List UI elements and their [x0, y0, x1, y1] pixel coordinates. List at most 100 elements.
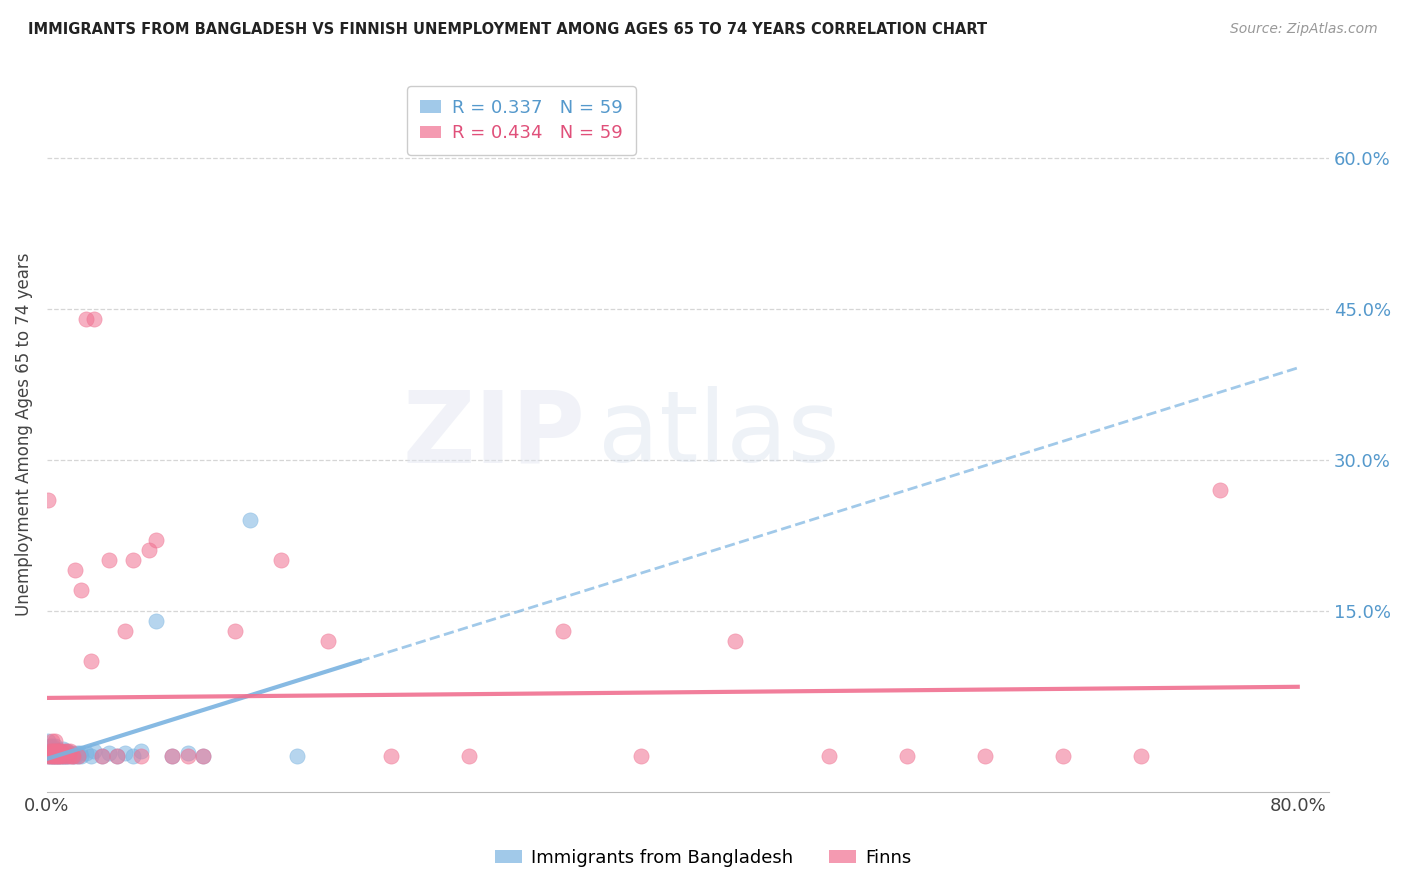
Point — [69, 747, 91, 761]
Point — [45, 742, 67, 756]
Point — [55, 744, 77, 758]
Point — [114, 624, 136, 638]
Point — [974, 749, 997, 764]
Point — [75, 747, 97, 761]
Point — [60, 749, 83, 764]
Point — [65, 747, 87, 761]
Point — [122, 553, 145, 567]
Point — [37, 492, 59, 507]
Point — [1130, 749, 1153, 764]
Point — [37, 749, 59, 764]
Point — [98, 553, 121, 567]
Point — [46, 744, 69, 758]
Point — [70, 749, 93, 764]
Point — [49, 749, 72, 764]
Point — [59, 749, 82, 764]
Point — [41, 739, 63, 754]
Point — [98, 747, 121, 761]
Point — [59, 744, 82, 758]
Point — [193, 749, 215, 764]
Legend: R = 0.337   N = 59, R = 0.434   N = 59: R = 0.337 N = 59, R = 0.434 N = 59 — [406, 87, 636, 155]
Point — [42, 749, 65, 764]
Point — [62, 749, 84, 764]
Point — [239, 513, 262, 527]
Point — [48, 744, 70, 758]
Point — [145, 533, 167, 548]
Point — [39, 749, 62, 764]
Point — [896, 749, 918, 764]
Point — [724, 633, 747, 648]
Point — [58, 749, 80, 764]
Legend: Immigrants from Bangladesh, Finns: Immigrants from Bangladesh, Finns — [488, 842, 918, 874]
Point — [63, 563, 86, 577]
Point — [45, 747, 67, 761]
Point — [41, 734, 63, 748]
Point — [380, 749, 402, 764]
Point — [41, 749, 63, 764]
Text: Source: ZipAtlas.com: Source: ZipAtlas.com — [1230, 22, 1378, 37]
Point — [51, 749, 73, 764]
Point — [44, 749, 66, 764]
Point — [193, 749, 215, 764]
Text: ZIP: ZIP — [402, 386, 585, 483]
Point — [37, 744, 59, 758]
Point — [41, 749, 63, 764]
Point — [51, 747, 73, 761]
Point — [83, 744, 105, 758]
Point — [176, 747, 198, 761]
Point — [37, 734, 59, 748]
Point — [138, 543, 160, 558]
Point — [160, 749, 183, 764]
Point — [145, 614, 167, 628]
Point — [285, 749, 308, 764]
Point — [41, 747, 63, 762]
Point — [46, 747, 69, 761]
Point — [105, 749, 128, 764]
Point — [58, 747, 80, 761]
Point — [46, 749, 69, 764]
Text: atlas: atlas — [598, 386, 839, 483]
Point — [129, 749, 152, 764]
Point — [270, 553, 292, 567]
Point — [63, 749, 86, 764]
Point — [55, 749, 77, 764]
Point — [160, 749, 183, 764]
Point — [1208, 483, 1230, 497]
Point — [122, 749, 145, 764]
Point — [48, 749, 70, 764]
Point — [1052, 749, 1074, 764]
Point — [75, 311, 97, 326]
Point — [176, 749, 198, 764]
Point — [44, 744, 66, 758]
Point — [49, 749, 72, 764]
Point — [56, 749, 79, 764]
Point — [49, 744, 72, 758]
Point — [67, 749, 90, 764]
Point — [224, 624, 246, 638]
Point — [551, 624, 574, 638]
Point — [56, 744, 79, 758]
Point — [44, 734, 66, 748]
Point — [39, 744, 62, 758]
Point — [39, 744, 62, 758]
Point — [39, 749, 62, 764]
Point — [105, 749, 128, 764]
Point — [60, 747, 83, 761]
Point — [70, 583, 93, 598]
Y-axis label: Unemployment Among Ages 65 to 74 years: Unemployment Among Ages 65 to 74 years — [15, 252, 32, 616]
Point — [79, 654, 101, 668]
Point — [83, 311, 105, 326]
Point — [67, 749, 90, 764]
Point — [55, 749, 77, 764]
Point — [45, 749, 67, 764]
Point — [129, 744, 152, 758]
Point — [37, 749, 59, 764]
Point — [48, 749, 70, 764]
Point — [53, 749, 76, 764]
Point — [53, 744, 76, 758]
Point — [49, 744, 72, 758]
Point — [51, 742, 73, 756]
Point — [318, 633, 340, 648]
Point — [53, 747, 76, 761]
Point — [39, 739, 62, 754]
